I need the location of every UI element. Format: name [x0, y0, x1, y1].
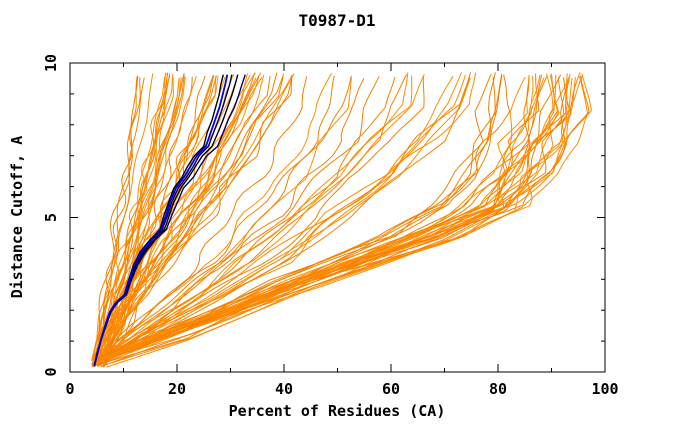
prediction-curve — [97, 75, 425, 368]
prediction-curve — [93, 76, 526, 359]
prediction-curve — [92, 77, 141, 357]
x-tick-label-80: 80 — [489, 380, 507, 398]
highlight-curves — [93, 74, 246, 367]
prediction-curve — [93, 75, 335, 364]
prediction-curve — [95, 77, 263, 365]
prediction-curve — [98, 77, 471, 359]
prediction-curve — [101, 75, 541, 361]
x-tick-label-20: 20 — [168, 380, 186, 398]
prediction-curve — [103, 75, 293, 367]
prediction-curve — [96, 74, 408, 366]
prediction-curve — [92, 73, 174, 365]
prediction-curve — [90, 72, 256, 362]
x-tick-label-60: 60 — [382, 380, 400, 398]
prediction-curve — [94, 73, 593, 359]
tick-labels: 0 20 40 60 80 100 0 5 10 — [42, 54, 619, 398]
prediction-curve — [93, 76, 197, 363]
x-axis-label: Percent of Residues (CA) — [229, 402, 446, 420]
prediction-curve — [106, 77, 471, 361]
prediction-curve — [91, 77, 214, 361]
x-tick-label-40: 40 — [275, 380, 293, 398]
prediction-curve — [93, 76, 260, 362]
prediction-curve — [106, 74, 562, 361]
prediction-curve — [95, 76, 496, 362]
prediction-curve — [102, 74, 466, 361]
y-tick-label-5: 5 — [42, 213, 60, 222]
prediction-curve — [93, 73, 425, 361]
prediction-curve — [96, 75, 590, 359]
plot-frame — [69, 62, 606, 373]
highlight-blue-curve — [93, 74, 229, 367]
prediction-curve — [104, 77, 174, 366]
prediction-curve — [94, 77, 352, 366]
prediction-curve — [94, 77, 145, 366]
prediction-curve — [94, 75, 413, 359]
chart-title: T0987-D1 — [298, 11, 375, 30]
prediction-curve — [93, 72, 477, 366]
prediction-curve — [91, 73, 154, 358]
prediction-curve — [98, 76, 308, 363]
x-tick-label-100: 100 — [591, 380, 618, 398]
prediction-curve — [100, 76, 293, 361]
prediction-curve — [106, 78, 573, 368]
y-tick-label-10: 10 — [42, 54, 60, 72]
prediction-curve — [103, 72, 472, 359]
y-axis-label: Distance Cutoff, A — [8, 136, 26, 299]
y-tick-label-0: 0 — [42, 367, 60, 376]
x-tick-label-0: 0 — [65, 380, 74, 398]
prediction-curve — [101, 76, 548, 367]
prediction-curve — [95, 72, 409, 365]
prediction-curve — [106, 76, 271, 362]
prediction-curve — [96, 76, 138, 365]
prediction-curve — [101, 73, 554, 359]
